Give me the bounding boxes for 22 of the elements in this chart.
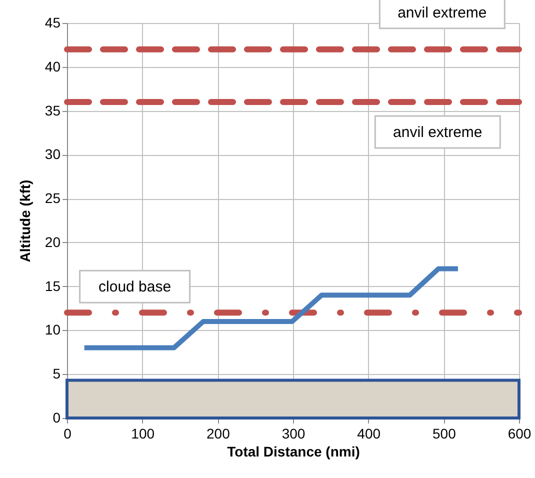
y-tick-label: 5 xyxy=(52,366,61,382)
y-tick-label: 35 xyxy=(44,102,61,118)
x-tick-label: 0 xyxy=(64,426,72,442)
y-tick-label: 0 xyxy=(52,410,61,426)
x-tick-label: 300 xyxy=(282,426,306,442)
x-tick-label: 200 xyxy=(206,426,230,442)
x-axis-title: Total Distance (nmi) xyxy=(227,444,360,460)
ref-line-label: anvil extreme xyxy=(393,124,482,141)
y-tick-label: 30 xyxy=(44,146,61,162)
x-tick-label: 100 xyxy=(131,426,155,442)
x-tick-label: 500 xyxy=(432,426,456,442)
ref-line-label: anvil extreme xyxy=(398,4,487,22)
ref-line-label: cloud base xyxy=(98,278,172,296)
y-tick-label: 15 xyxy=(44,278,61,294)
y-tick-label: 45 xyxy=(44,14,61,30)
x-tick-label: 400 xyxy=(357,426,381,442)
y-tick-label: 10 xyxy=(44,322,61,338)
y-tick-label: 20 xyxy=(44,234,61,250)
y-axis-title: Altitude (kft) xyxy=(16,180,33,262)
x-tick-label: 600 xyxy=(508,426,532,442)
y-tick-label: 40 xyxy=(44,58,61,74)
y-tick-label: 25 xyxy=(44,190,61,206)
